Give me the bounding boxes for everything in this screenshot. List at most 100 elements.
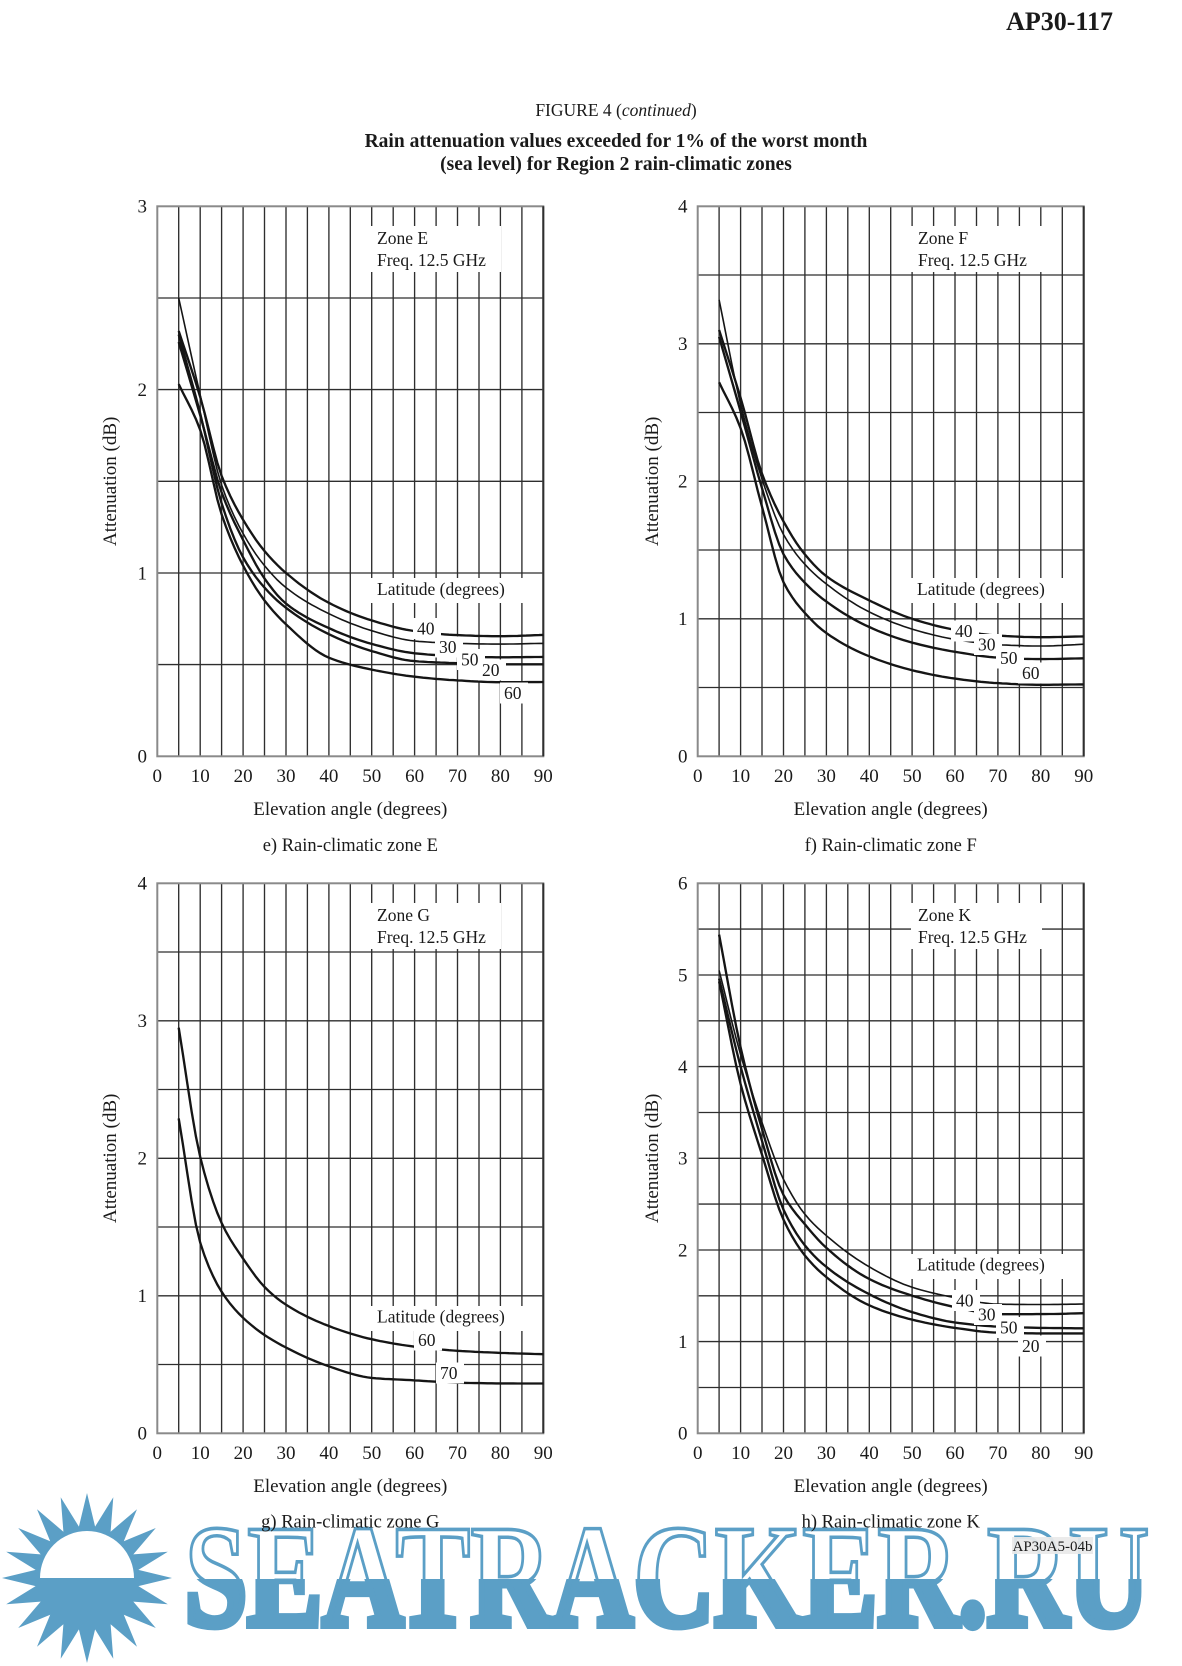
svg-text:90: 90	[534, 1443, 553, 1464]
svg-text:1: 1	[138, 563, 148, 584]
svg-text:4: 4	[678, 1057, 688, 1078]
svg-text:90: 90	[1074, 1443, 1093, 1464]
svg-text:5: 5	[678, 965, 688, 986]
svg-text:20: 20	[774, 1443, 793, 1464]
svg-text:50: 50	[362, 766, 381, 787]
svg-text:30: 30	[978, 635, 996, 655]
svg-text:40: 40	[955, 621, 973, 641]
svg-text:60: 60	[1022, 663, 1040, 683]
svg-text:0: 0	[138, 1424, 148, 1445]
svg-text:Freq. 12.5 GHz: Freq. 12.5 GHz	[377, 250, 486, 270]
svg-text:6: 6	[678, 874, 688, 895]
svg-text:Attenuation (dB): Attenuation (dB)	[100, 417, 121, 546]
svg-text:3: 3	[138, 197, 148, 218]
svg-text:4: 4	[678, 197, 688, 218]
svg-text:Zone G: Zone G	[377, 905, 430, 925]
svg-text:Elevation angle (degrees): Elevation angle (degrees)	[253, 1476, 447, 1497]
svg-text:20: 20	[234, 766, 253, 787]
svg-text:30: 30	[817, 1443, 836, 1464]
svg-text:Elevation angle (degrees): Elevation angle (degrees)	[253, 799, 447, 820]
svg-text:0: 0	[153, 1443, 163, 1464]
svg-text:f) Rain-climatic zone F: f) Rain-climatic zone F	[805, 836, 977, 856]
svg-text:50: 50	[461, 650, 479, 670]
svg-text:Rain attenuation values exceed: Rain attenuation values exceeded for 1% …	[365, 131, 868, 152]
svg-text:FIGURE 4 (continued): FIGURE 4 (continued)	[535, 100, 697, 120]
svg-text:h) Rain-climatic zone K: h) Rain-climatic zone K	[802, 1513, 981, 1533]
svg-text:30: 30	[817, 766, 836, 787]
svg-text:0: 0	[678, 747, 688, 768]
svg-text:40: 40	[319, 766, 338, 787]
svg-text:10: 10	[191, 1443, 210, 1464]
svg-text:20: 20	[1022, 1336, 1040, 1356]
svg-text:2: 2	[678, 1240, 688, 1261]
svg-text:50: 50	[1000, 648, 1018, 668]
svg-text:2: 2	[138, 380, 148, 401]
svg-text:Zone K: Zone K	[918, 905, 971, 925]
svg-text:40: 40	[956, 1291, 974, 1311]
svg-text:70: 70	[988, 1443, 1007, 1464]
svg-text:80: 80	[491, 1443, 510, 1464]
svg-text:80: 80	[1031, 766, 1050, 787]
svg-text:2: 2	[138, 1149, 148, 1170]
svg-text:10: 10	[731, 766, 750, 787]
svg-text:60: 60	[405, 766, 424, 787]
svg-text:70: 70	[988, 766, 1007, 787]
svg-text:Zone F: Zone F	[918, 228, 968, 248]
svg-text:2: 2	[678, 472, 688, 493]
svg-text:60: 60	[418, 1330, 436, 1350]
svg-text:90: 90	[1074, 766, 1093, 787]
svg-text:Latitude (degrees): Latitude (degrees)	[377, 1307, 505, 1327]
svg-text:60: 60	[504, 683, 522, 703]
svg-text:3: 3	[138, 1011, 148, 1032]
svg-text:1: 1	[138, 1286, 148, 1307]
svg-text:60: 60	[946, 1443, 965, 1464]
svg-text:SEATRACKER.RU: SEATRACKER.RU	[185, 1495, 1150, 1657]
svg-text:80: 80	[491, 766, 510, 787]
svg-text:Attenuation (dB): Attenuation (dB)	[100, 1094, 121, 1223]
svg-text:0: 0	[138, 747, 148, 768]
svg-text:40: 40	[860, 766, 879, 787]
svg-text:50: 50	[1000, 1318, 1018, 1338]
svg-text:70: 70	[448, 1443, 467, 1464]
svg-text:30: 30	[439, 637, 457, 657]
svg-text:Elevation angle (degrees): Elevation angle (degrees)	[794, 799, 988, 820]
svg-text:40: 40	[319, 1443, 338, 1464]
svg-text:Latitude (degrees): Latitude (degrees)	[917, 579, 1045, 599]
svg-text:AP30A5-04b: AP30A5-04b	[1012, 1539, 1092, 1555]
svg-text:50: 50	[362, 1443, 381, 1464]
svg-text:20: 20	[482, 660, 500, 680]
svg-text:e) Rain-climatic zone E: e) Rain-climatic zone E	[263, 836, 438, 856]
svg-text:30: 30	[277, 766, 296, 787]
svg-text:SEATRACKER.RU: SEATRACKER.RU	[185, 1495, 1150, 1657]
svg-text:Freq. 12.5 GHz: Freq. 12.5 GHz	[377, 927, 486, 947]
svg-text:40: 40	[860, 1443, 879, 1464]
svg-text:50: 50	[903, 766, 922, 787]
svg-text:1: 1	[678, 609, 688, 630]
svg-text:1: 1	[678, 1332, 688, 1353]
svg-text:Latitude (degrees): Latitude (degrees)	[377, 579, 505, 599]
svg-text:0: 0	[678, 1424, 688, 1445]
svg-text:Attenuation (dB): Attenuation (dB)	[642, 417, 663, 546]
svg-text:10: 10	[731, 1443, 750, 1464]
svg-text:Freq. 12.5 GHz: Freq. 12.5 GHz	[918, 250, 1027, 270]
svg-text:0: 0	[693, 766, 703, 787]
svg-text:70: 70	[440, 1363, 458, 1383]
svg-text:Freq. 12.5 GHz: Freq. 12.5 GHz	[918, 927, 1027, 947]
svg-text:Attenuation (dB): Attenuation (dB)	[642, 1094, 663, 1223]
svg-text:30: 30	[978, 1305, 996, 1325]
svg-text:90: 90	[534, 766, 553, 787]
svg-text:0: 0	[153, 766, 163, 787]
svg-text:(sea level) for Region 2 rain-: (sea level) for Region 2 rain-climatic z…	[440, 154, 792, 175]
svg-text:4: 4	[138, 874, 148, 895]
svg-text:40: 40	[417, 619, 435, 639]
svg-text:80: 80	[1031, 1443, 1050, 1464]
svg-text:70: 70	[448, 766, 467, 787]
svg-text:Zone E: Zone E	[377, 228, 428, 248]
svg-text:3: 3	[678, 334, 688, 355]
svg-text:20: 20	[234, 1443, 253, 1464]
svg-text:30: 30	[277, 1443, 296, 1464]
svg-text:g) Rain-climatic zone G: g) Rain-climatic zone G	[261, 1513, 439, 1533]
svg-text:3: 3	[678, 1149, 688, 1170]
svg-text:60: 60	[405, 1443, 424, 1464]
svg-text:60: 60	[946, 766, 965, 787]
